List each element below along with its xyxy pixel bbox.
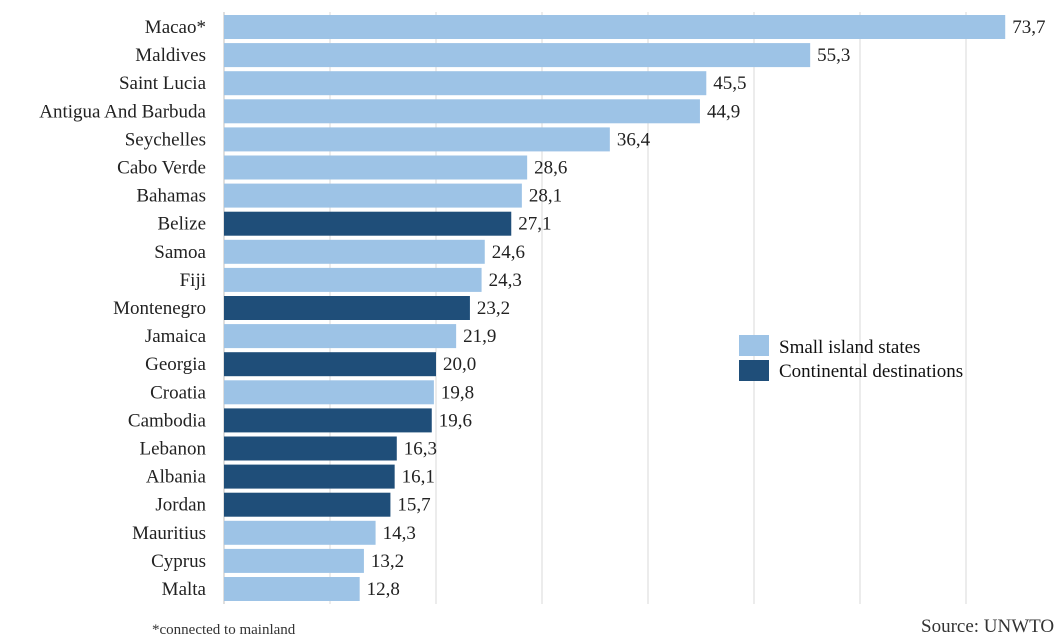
value-labels: 73,7 55,3 45,5 44,9 36,4 28,6 28,1 27,1 24,6 24,3… xyxy=(367,17,1046,600)
category-label-samoa: Samoa xyxy=(154,242,206,263)
bar-fiji xyxy=(224,267,482,292)
category-label-cyprus: Cyprus xyxy=(151,551,206,572)
bar-cabo-verde xyxy=(224,155,528,180)
value-label-cabo-verde: 28,6 xyxy=(534,158,567,179)
category-label-lebanon: Lebanon xyxy=(140,439,207,460)
bar-mauritius xyxy=(224,520,376,545)
footnote: *connected to mainland xyxy=(152,622,296,637)
bar-cambodia xyxy=(224,408,432,433)
bar-seychelles xyxy=(224,127,610,152)
legend-label-small-island-states: Small island states xyxy=(779,337,920,358)
category-label-saint-lucia: Saint Lucia xyxy=(119,73,207,94)
category-label-belize: Belize xyxy=(157,214,206,235)
bars xyxy=(224,15,1006,601)
legend-swatch-continental-destinations xyxy=(739,360,769,381)
bar-saint-lucia xyxy=(224,71,707,96)
bar-jordan xyxy=(224,492,391,517)
value-label-antigua-and-barbuda: 44,9 xyxy=(707,101,740,122)
value-label-montenegro: 23,2 xyxy=(477,298,510,319)
bar-albania xyxy=(224,464,395,489)
bar-antigua-and-barbuda xyxy=(224,99,700,124)
bar-georgia xyxy=(224,352,436,377)
value-label-fiji: 24,3 xyxy=(489,270,522,291)
bar-montenegro xyxy=(224,296,470,320)
value-label-jordan: 15,7 xyxy=(397,495,430,516)
value-label-belize: 27,1 xyxy=(518,214,551,235)
value-label-seychelles: 36,4 xyxy=(617,129,651,150)
value-label-samoa: 24,6 xyxy=(492,242,525,263)
category-label-mauritius: Mauritius xyxy=(132,523,206,544)
category-label-malta: Malta xyxy=(162,579,207,600)
value-label-saint-lucia: 45,5 xyxy=(713,73,746,94)
category-label-maldives: Maldives xyxy=(135,45,206,66)
value-label-bahamas: 28,1 xyxy=(529,186,562,207)
value-label-cambodia: 19,6 xyxy=(439,410,472,431)
bar-jamaica xyxy=(224,324,457,349)
bar-samoa xyxy=(224,239,485,264)
value-label-lebanon: 16,3 xyxy=(404,439,437,460)
category-labels: Macao* Maldives Saint Lucia Antigua And Bar… xyxy=(39,17,206,600)
legend-swatch-small-island-states xyxy=(739,335,769,356)
value-label-mauritius: 14,3 xyxy=(383,523,416,544)
value-label-macao: 73,7 xyxy=(1012,17,1045,38)
bar-bahamas xyxy=(224,183,522,208)
category-label-fiji: Fiji xyxy=(180,270,206,291)
category-label-jordan: Jordan xyxy=(155,495,206,516)
value-label-maldives: 55,3 xyxy=(817,45,850,66)
legend-label-continental-destinations: Continental destinations xyxy=(779,361,963,382)
value-label-croatia: 19,8 xyxy=(441,382,474,403)
category-label-montenegro: Montenegro xyxy=(113,298,206,319)
value-label-albania: 16,1 xyxy=(402,467,435,488)
category-label-cabo-verde: Cabo Verde xyxy=(117,158,206,179)
category-label-jamaica: Jamaica xyxy=(145,326,207,347)
category-label-macao: Macao* xyxy=(145,17,206,38)
category-label-albania: Albania xyxy=(146,467,207,488)
bar-macao xyxy=(224,15,1006,39)
value-label-malta: 12,8 xyxy=(367,579,400,600)
category-label-seychelles: Seychelles xyxy=(125,129,206,150)
bar-cyprus xyxy=(224,548,364,573)
bar-malta xyxy=(224,577,360,601)
category-label-bahamas: Bahamas xyxy=(136,186,206,207)
bar-maldives xyxy=(224,43,811,68)
category-label-antigua-and-barbuda: Antigua And Barbuda xyxy=(39,101,206,122)
bar-croatia xyxy=(224,380,434,405)
value-label-jamaica: 21,9 xyxy=(463,326,496,347)
value-label-cyprus: 13,2 xyxy=(371,551,404,572)
legend: Small island states Continental destinat… xyxy=(739,335,963,382)
value-label-georgia: 20,0 xyxy=(443,354,476,375)
bar-lebanon xyxy=(224,436,397,461)
source-label: Source: UNWTO xyxy=(921,616,1054,637)
bar-belize xyxy=(224,211,512,236)
category-label-croatia: Croatia xyxy=(150,382,206,403)
category-label-georgia: Georgia xyxy=(145,354,206,375)
category-label-cambodia: Cambodia xyxy=(128,410,207,431)
